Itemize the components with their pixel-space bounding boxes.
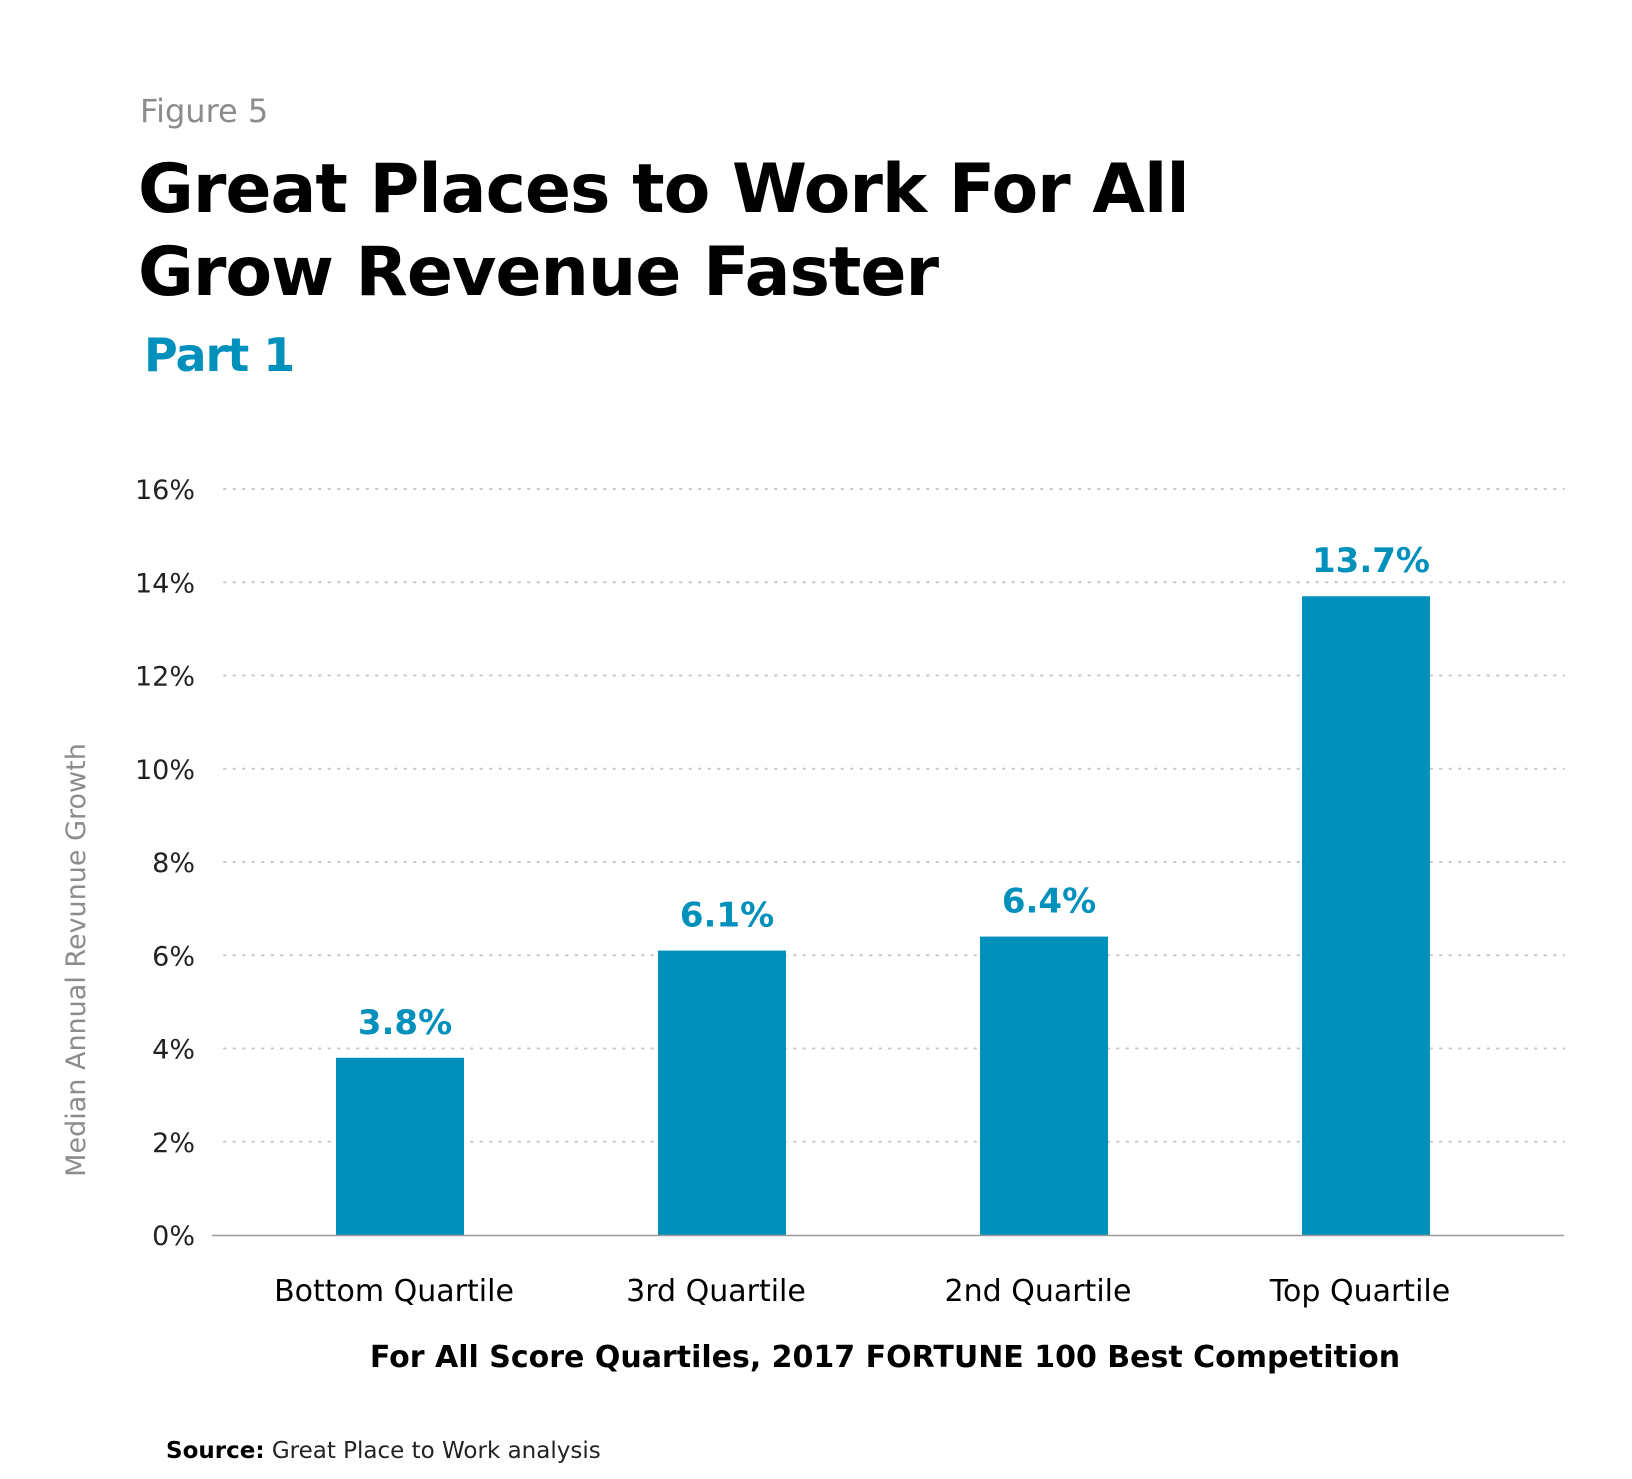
x-tick-label: Bottom Quartile bbox=[274, 1274, 514, 1309]
value-label: 3.8% bbox=[358, 1003, 452, 1043]
source-label: Source: bbox=[166, 1438, 265, 1464]
chart-subtitle: Part 1 bbox=[144, 328, 295, 382]
y-tick-label: 8% bbox=[152, 848, 195, 879]
chart-title-line-2: Grow Revenue Faster bbox=[138, 233, 939, 312]
x-axis-label: For All Score Quartiles, 2017 FORTUNE 10… bbox=[370, 1340, 1400, 1375]
y-tick-label: 6% bbox=[152, 941, 195, 972]
y-tick-label: 2% bbox=[152, 1128, 195, 1159]
value-label: 13.7% bbox=[1312, 541, 1430, 581]
x-tick-label: 2nd Quartile bbox=[945, 1274, 1132, 1309]
bar bbox=[336, 1057, 464, 1235]
y-tick-label: 12% bbox=[135, 662, 195, 693]
y-axis-label: Median Annual Revunue Growth bbox=[61, 743, 92, 1177]
bar bbox=[980, 936, 1108, 1235]
y-tick-label: 14% bbox=[135, 568, 195, 599]
x-tick-label: Top Quartile bbox=[1269, 1274, 1450, 1309]
source-text: Great Place to Work analysis bbox=[264, 1438, 601, 1464]
x-tick-labels: Bottom Quartile 3rd Quartile 2nd Quartile T… bbox=[274, 1274, 1450, 1309]
y-tick-label: 0% bbox=[152, 1221, 195, 1252]
bars bbox=[336, 596, 1430, 1235]
y-tick-labels: 0% 2% 4% 6% 8% 10% 12% 14% 16% bbox=[135, 475, 195, 1252]
x-tick-label: 3rd Quartile bbox=[626, 1274, 806, 1309]
value-label: 6.4% bbox=[1002, 882, 1096, 922]
chart-title: Great Places to Work For All Grow Revenu… bbox=[138, 148, 1190, 314]
bar bbox=[1302, 596, 1430, 1235]
figure-label: Figure 5 bbox=[140, 92, 269, 130]
source-note: Source: Great Place to Work analysis bbox=[166, 1438, 601, 1464]
y-tick-label: 4% bbox=[152, 1035, 195, 1066]
value-labels: 3.8% 6.1% 6.4% 13.7% bbox=[358, 541, 1430, 1043]
y-tick-label: 16% bbox=[135, 475, 195, 506]
bar-chart: 0% 2% 4% 6% 8% 10% 12% 14% 16% 3.8% 6.1% 6.4% 13.7%… bbox=[61, 475, 1565, 1375]
bar bbox=[658, 950, 786, 1235]
chart-title-line-1: Great Places to Work For All bbox=[138, 150, 1190, 229]
value-label: 6.1% bbox=[680, 896, 774, 936]
y-tick-label: 10% bbox=[135, 755, 195, 786]
